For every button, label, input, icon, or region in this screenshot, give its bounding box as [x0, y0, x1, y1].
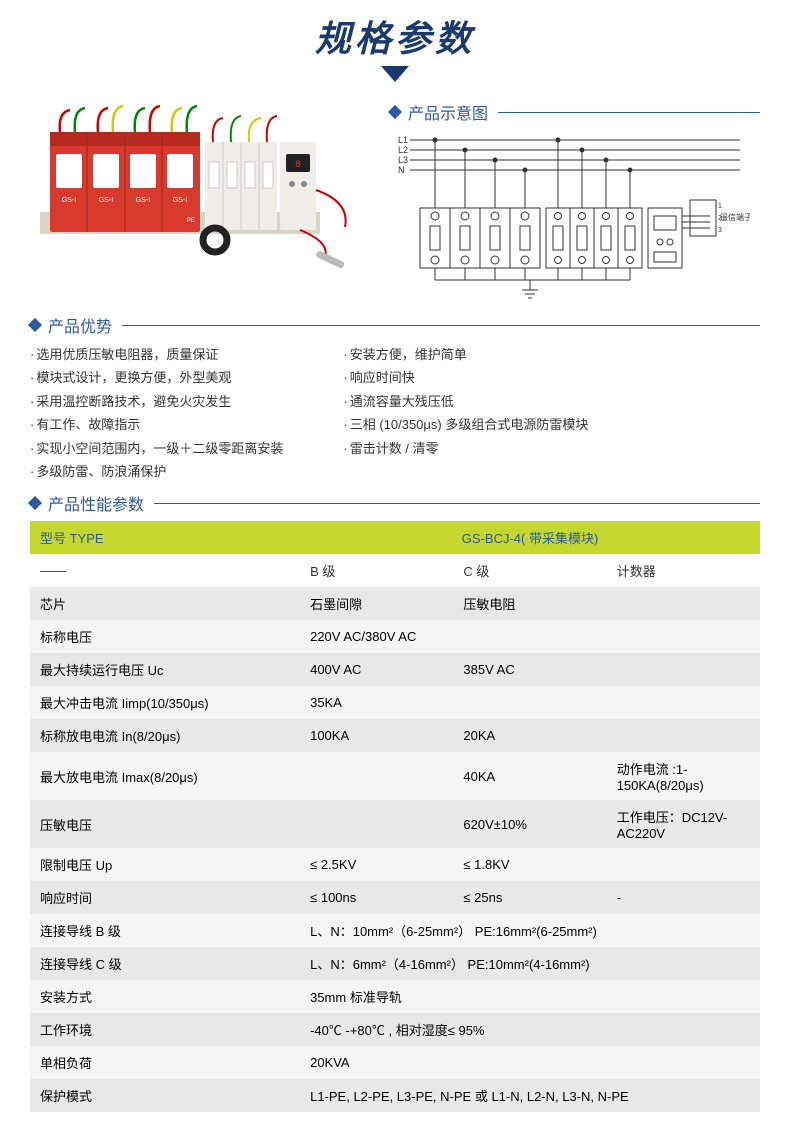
spec-value [300, 752, 453, 800]
spec-value: 620V±10% [453, 800, 606, 848]
arrow-down-icon [381, 66, 409, 82]
svg-text:PE: PE [187, 218, 195, 224]
diamond-icon [28, 496, 42, 510]
spec-value: 20KA [453, 719, 606, 752]
spec-name: 限制电压 Up [30, 848, 300, 881]
table-subheader-cell: 计数器 [607, 554, 760, 587]
spec-value: 动作电流 :1-150KA(8/20μs) [607, 752, 760, 800]
svg-text:8: 8 [295, 160, 301, 171]
spec-value: L、N：6mm²（4-16mm²） PE:10mm²(4-16mm²) [300, 947, 760, 980]
divider [154, 503, 760, 504]
spec-value: ≤ 25ns [453, 881, 606, 914]
spec-value: L1-PE, L2-PE, L3-PE, N-PE 或 L1-N, L2-N, … [300, 1079, 760, 1112]
spec-value: 400V AC [300, 653, 453, 686]
spec-value: 35KA [300, 686, 453, 719]
spec-value: ≤ 100ns [300, 881, 453, 914]
svg-text:3: 3 [718, 227, 722, 234]
spec-name: 连接导线 B 级 [30, 914, 300, 947]
spec-name: 工作环境 [30, 1013, 300, 1046]
svg-text:GS-I: GS-I [173, 197, 187, 204]
spec-name: 响应时间 [30, 881, 300, 914]
spec-value [453, 686, 606, 719]
advantage-item: 响应时间快 [343, 366, 588, 389]
spec-value: - [607, 881, 760, 914]
spec-value: 100KA [300, 719, 453, 752]
spec-name: 单相负荷 [30, 1046, 300, 1079]
advantage-item: 采用温控断路技术，避免火灾发生 [30, 390, 283, 413]
spec-value [607, 719, 760, 752]
spec-value: 工作电压：DC12V-AC220V [607, 800, 760, 848]
spec-value: -40℃ -+80℃ , 相对湿度≤ 95% [300, 1013, 760, 1046]
svg-text:GS-I: GS-I [136, 197, 150, 204]
svg-text:1: 1 [718, 203, 722, 210]
svg-text:L2: L2 [398, 145, 408, 155]
advantage-item: 有工作、故障指示 [30, 413, 283, 436]
product-photo: GS-I GS-I GS-I GS-I PE 8 [30, 92, 370, 272]
section-advantages-label: 产品优势 [48, 313, 112, 337]
table-subheader-cell: C 级 [453, 554, 606, 587]
svg-text:GS-I: GS-I [99, 197, 113, 204]
svg-text:L1: L1 [398, 135, 408, 145]
spec-name: 压敏电压 [30, 800, 300, 848]
spec-value: 35mm 标准导轨 [300, 980, 760, 1013]
diamond-icon [388, 105, 402, 119]
advantage-item: 雷击计数 / 清零 [343, 437, 588, 460]
spec-value [300, 800, 453, 848]
advantage-item: 安装方便，维护简单 [343, 343, 588, 366]
advantage-item: 实现小空间范围内，一级＋二级零距离安装 [30, 437, 283, 460]
table-header-model: GS-BCJ-4( 带采集模块) [300, 521, 760, 554]
advantages-left: 选用优质压敏电阻器，质量保证模块式设计，更换方便，外型美观采用温控断路技术，避免… [30, 343, 283, 483]
page-title: 规格参数 [30, 10, 760, 62]
table-subheader-cell: —— [30, 554, 300, 587]
divider [498, 112, 760, 113]
spec-name: 芯片 [30, 587, 300, 620]
specs-table: 型号 TYPE GS-BCJ-4( 带采集模块) ——B 级C 级计数器芯片石墨… [30, 521, 760, 1112]
spec-name: 连接导线 C 级 [30, 947, 300, 980]
spec-value: 20KVA [300, 1046, 760, 1079]
spec-value: ≤ 1.8KV [453, 848, 606, 881]
wiring-schematic: L1 L2 L3 N 1 2 3 遥信端子 [390, 130, 750, 300]
svg-text:遥信端子: 遥信端子 [720, 212, 750, 222]
spec-name: 标称电压 [30, 620, 300, 653]
diamond-icon [28, 318, 42, 332]
advantage-item: 三相 (10/350μs) 多级组合式电源防雷模块 [343, 413, 588, 436]
spec-name: 最大持续运行电压 Uc [30, 653, 300, 686]
advantage-item: 模块式设计，更换方便，外型美观 [30, 366, 283, 389]
spec-value [607, 686, 760, 719]
spec-value [607, 848, 760, 881]
svg-text:GS-I: GS-I [62, 197, 76, 204]
spec-value [607, 587, 760, 620]
spec-name: 安装方式 [30, 980, 300, 1013]
table-subheader-cell: B 级 [300, 554, 453, 587]
spec-value: ≤ 2.5KV [300, 848, 453, 881]
spec-name: 最大放电电流 Imax(8/20μs) [30, 752, 300, 800]
spec-value: 40KA [453, 752, 606, 800]
table-header-type: 型号 TYPE [30, 521, 300, 554]
svg-text:N: N [398, 165, 405, 175]
spec-name: 标称放电电流 In(8/20μs) [30, 719, 300, 752]
svg-text:L3: L3 [398, 155, 408, 165]
spec-value: 压敏电阻 [453, 587, 606, 620]
spec-name: 最大冲击电流 Iimp(10/350μs) [30, 686, 300, 719]
spec-value: 220V AC/380V AC [300, 620, 760, 653]
spec-value: 石墨间隙 [300, 587, 453, 620]
spec-value: 385V AC [453, 653, 606, 686]
advantage-item: 选用优质压敏电阻器，质量保证 [30, 343, 283, 366]
advantage-item: 通流容量大残压低 [343, 390, 588, 413]
section-specs-label: 产品性能参数 [48, 491, 144, 515]
spec-name: 保护模式 [30, 1079, 300, 1112]
advantage-item: 多级防雷、防浪涌保护 [30, 460, 283, 483]
spec-value: L、N：10mm²（6-25mm²） PE:16mm²(6-25mm²) [300, 914, 760, 947]
divider [122, 325, 760, 326]
advantages-right: 安装方便，维护简单响应时间快通流容量大残压低三相 (10/350μs) 多级组合… [343, 343, 588, 483]
section-schematic-label: 产品示意图 [408, 100, 488, 124]
spec-value [607, 653, 760, 686]
